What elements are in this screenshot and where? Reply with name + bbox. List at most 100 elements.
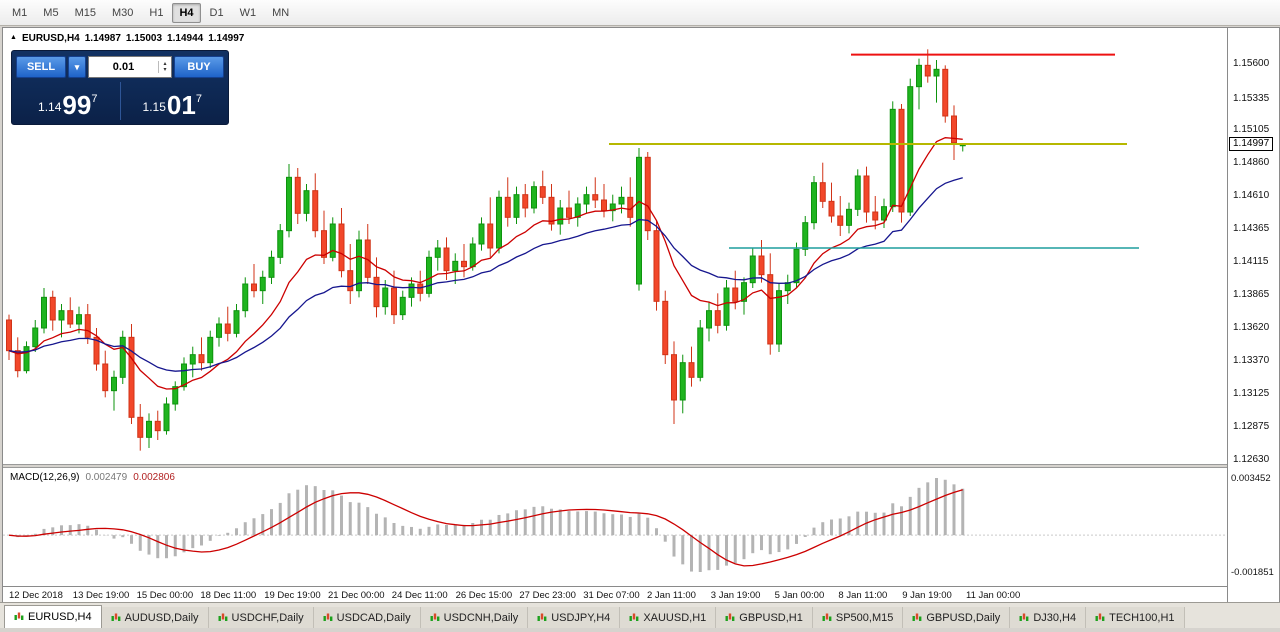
chart-tab-usdcnh-daily[interactable]: USDCNH,Daily	[420, 607, 529, 628]
price-scale[interactable]: 1.15600 1.15335 1.15105 1.14860 1.14610 1.143…	[1227, 28, 1279, 603]
main-chart-plot[interactable]: ▲ EURUSD,H4 1.14987 1.15003 1.14944 1.14…	[3, 28, 1227, 464]
timeframe-button-m5[interactable]: M5	[36, 3, 65, 23]
time-axis-label: 21 Dec 00:00	[328, 590, 385, 601]
chart-window: ▲ EURUSD,H4 1.14987 1.15003 1.14944 1.14…	[2, 27, 1280, 604]
time-axis-label: 27 Dec 23:00	[519, 590, 576, 601]
price-axis-label: 1.12630	[1233, 454, 1270, 465]
timeframe-button-m15[interactable]: M15	[68, 3, 103, 23]
time-axis-label: 13 Dec 19:00	[72, 590, 130, 601]
symbol-marker-icon: ▲	[10, 34, 17, 41]
price-axis-label: 1.14860	[1233, 156, 1270, 168]
close-value: 1.14997	[208, 33, 245, 44]
chart-tab-gbpusd-h1[interactable]: GBPUSD,H1	[716, 607, 813, 628]
macd-signal-value: 0.002806	[133, 472, 175, 483]
chart-tab-sp500-m15[interactable]: SP500,M15	[812, 607, 904, 628]
volume-field: ▴ ▾	[88, 56, 172, 78]
open-value: 1.14987	[84, 33, 121, 44]
tab-label: USDCHF,Daily	[231, 611, 304, 624]
mini-chart-icon	[111, 613, 120, 621]
macd-scale-label: 0.003452	[1231, 473, 1271, 484]
price-axis-label: 1.14365	[1233, 222, 1270, 234]
symbol-label: EURUSD,H4	[21, 33, 80, 44]
time-axis-label: 3 Jan 19:00	[710, 590, 761, 601]
bid-price-display[interactable]: 1.14 99 7	[16, 82, 121, 120]
price-axis-label: 1.15335	[1233, 93, 1270, 105]
bid-pipette: 7	[91, 93, 98, 105]
high-value: 1.15003	[125, 33, 163, 44]
time-axis-label: 8 Jan 11:00	[838, 590, 888, 601]
buy-button[interactable]: BUY	[174, 56, 224, 78]
timeframe-button-mn[interactable]: MN	[265, 3, 296, 23]
time-axis-label: 24 Dec 11:00	[391, 590, 448, 601]
price-axis-label: 1.13370	[1233, 355, 1270, 367]
spinner-down-icon[interactable]: ▾	[163, 67, 167, 73]
price-axis-label: 1.15105	[1233, 124, 1270, 135]
macd-label: MACD(12,26,9)	[10, 472, 80, 483]
tab-label: EURUSD,H4	[28, 611, 92, 623]
candlestick-chart-canvas[interactable]	[3, 28, 1227, 464]
tab-label: USDCNH,Daily	[443, 611, 519, 624]
price-axis-label: 1.13865	[1233, 289, 1270, 301]
price-axis-label: 1.14610	[1233, 190, 1270, 201]
timeframe-button-d1[interactable]: D1	[203, 3, 231, 23]
mini-chart-icon	[14, 612, 24, 620]
macd-indicator-plot[interactable]: MACD(12,26,9) 0.002479 0.002806	[3, 468, 1227, 586]
chevron-down-icon: ▾	[74, 61, 80, 72]
price-axis-label: 1.15600	[1233, 58, 1270, 69]
time-axis-label: 9 Jan 19:00	[902, 590, 952, 601]
time-axis[interactable]: 12 Dec 2018 13 Dec 19:00 15 Dec 00:00 18 De…	[3, 586, 1227, 604]
volume-input[interactable]	[89, 60, 158, 74]
chart-tab-audusd-daily[interactable]: AUDUSD,Daily	[101, 607, 209, 628]
sell-button[interactable]: SELL	[16, 56, 66, 78]
timeframe-button-h4[interactable]: H4	[172, 2, 201, 23]
chart-tab-usdchf-daily[interactable]: USDCHF,Daily	[208, 607, 314, 628]
mini-chart-icon	[537, 613, 547, 621]
pane-separator[interactable]	[3, 464, 1227, 468]
chart-tab-xauusd-h1[interactable]: XAUUSD,H1	[620, 607, 717, 628]
bid-prefix: 1.14	[38, 100, 62, 114]
tab-label: DJ30,H4	[1033, 611, 1077, 624]
chart-tab-tech100-h1[interactable]: TECH100,H1	[1086, 607, 1185, 628]
tab-label: AUDUSD,Daily	[124, 611, 199, 624]
tab-label: GBPUSD,Daily	[926, 611, 1001, 624]
chart-tab-gbpusd-daily[interactable]: GBPUSD,Daily	[903, 607, 1011, 628]
tab-label: GBPUSD,H1	[739, 611, 803, 624]
macd-scale-label: -0.001851	[1231, 567, 1274, 578]
chart-tab-usdjpy-h4[interactable]: USDJPY,H4	[528, 607, 621, 628]
timeframe-button-h1[interactable]: H1	[142, 3, 170, 23]
timeframe-button-m30[interactable]: M30	[105, 3, 140, 23]
time-axis-label: 2 Jan 11:00	[647, 590, 696, 601]
mini-chart-icon	[323, 613, 333, 621]
tab-label: XAUUSD,H1	[643, 611, 707, 624]
macd-chart-canvas[interactable]	[3, 468, 1227, 586]
mini-chart-icon	[218, 613, 227, 621]
time-axis-label: 31 Dec 07:00	[583, 590, 640, 601]
tab-label: TECH100,H1	[1109, 611, 1175, 624]
tab-label: USDCAD,Daily	[336, 611, 411, 624]
tab-label: SP500,M15	[835, 611, 894, 624]
macd-main-value: 0.002479	[85, 472, 128, 483]
price-axis-label: 1.14115	[1233, 256, 1269, 267]
time-axis-label: 18 Dec 11:00	[200, 590, 257, 601]
mini-chart-icon	[725, 613, 735, 621]
chart-tab-eurusd-h4[interactable]: EURUSD,H4	[4, 605, 102, 628]
volume-dropdown-button[interactable]: ▾	[68, 56, 86, 78]
ask-price-display[interactable]: 1.15 01 7	[121, 82, 225, 120]
chart-tab-usdcad-daily[interactable]: USDCAD,Daily	[313, 607, 421, 628]
mini-chart-icon	[1095, 613, 1105, 621]
price-axis-label: 1.13125	[1233, 388, 1270, 399]
timeframe-button-m1[interactable]: M1	[5, 3, 34, 23]
mini-chart-icon	[912, 613, 922, 621]
ask-big-digits: 01	[166, 90, 196, 120]
bid-big-digits: 99	[62, 90, 92, 120]
volume-spinner: ▴ ▾	[158, 61, 171, 73]
time-axis-label: 12 Dec 2018	[9, 590, 63, 601]
timeframe-button-w1[interactable]: W1	[233, 3, 264, 23]
spinner-up-icon[interactable]: ▴	[163, 61, 167, 67]
ask-pipette: 7	[195, 93, 202, 105]
mini-chart-icon	[430, 613, 440, 621]
chart-tab-dj30-h4[interactable]: DJ30,H4	[1010, 607, 1087, 628]
time-axis-label: 11 Jan 00:00	[966, 590, 1021, 601]
time-axis-label: 26 Dec 15:00	[455, 590, 513, 601]
price-axis-label: 1.13620	[1233, 322, 1270, 333]
